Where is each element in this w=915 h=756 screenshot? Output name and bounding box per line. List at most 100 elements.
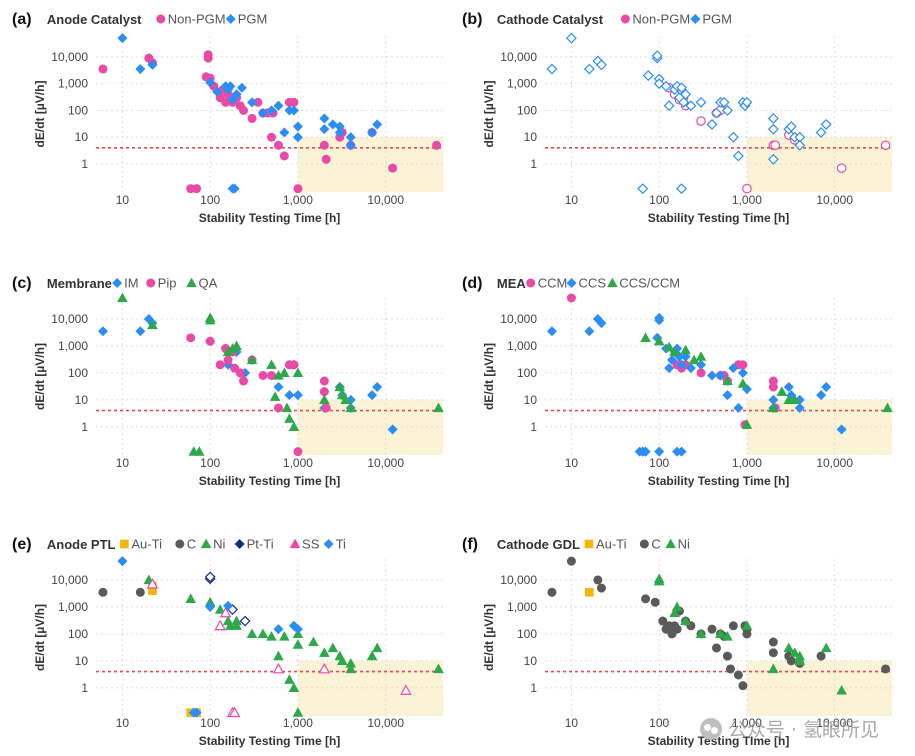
- data-point-non-pgm: [836, 163, 847, 173]
- data-point-ni: [794, 650, 806, 661]
- data-point-ni: [246, 628, 258, 639]
- data-point-im: [372, 381, 383, 393]
- data-point-ccs: [733, 402, 744, 413]
- data-point-ni: [292, 639, 304, 649]
- series-au-ti: [585, 587, 594, 597]
- y-tick-label: 1: [81, 157, 88, 171]
- data-point-ni: [741, 620, 753, 630]
- data-point-ni: [185, 593, 197, 603]
- data-point-ccm: [696, 368, 706, 378]
- data-point-pip: [293, 447, 303, 457]
- x-tick-label: 10: [565, 193, 579, 207]
- x-tick-label: 100: [200, 716, 220, 730]
- panel-anode-ptl: 10 100 1,000 10,000 1 10 100 1,000 10,000 dE/dt […: [12, 536, 444, 748]
- data-point-ni: [671, 601, 683, 612]
- data-point-pgm: [231, 89, 242, 100]
- data-point-ni: [273, 650, 284, 661]
- data-point-ccs-ccm: [680, 344, 691, 355]
- data-point-ti: [288, 620, 299, 631]
- data-point-qa: [266, 359, 277, 369]
- data-point-ni: [695, 628, 707, 639]
- data-point-ccs-ccm: [653, 335, 665, 346]
- data-point-pgm: [288, 105, 299, 116]
- data-point-qa: [231, 340, 242, 351]
- y-tick-label: 10,000: [500, 50, 537, 64]
- stable-region: [297, 660, 443, 716]
- data-point-qa: [147, 319, 158, 330]
- data-point-pgm: [676, 183, 688, 195]
- legend-marker-au-ti: [120, 539, 129, 549]
- y-axis-label: dE/dt [µV/h]: [33, 81, 47, 148]
- legend-marker-c: [175, 539, 185, 549]
- x-axis-label: Stability Testing Time [h]: [648, 474, 790, 488]
- data-point-pgm: [651, 50, 663, 62]
- data-point-pgm: [319, 124, 330, 135]
- data-point-pgm: [292, 132, 303, 143]
- data-point-ccs: [728, 363, 739, 374]
- y-axis-label: dE/dt [µV/h]: [33, 343, 47, 410]
- data-point-non-pgm: [319, 140, 329, 150]
- data-point-ccs: [654, 446, 665, 457]
- data-point-c: [641, 594, 651, 604]
- data-point-pgm: [741, 96, 753, 108]
- legend-marker-au-ti: [584, 539, 594, 549]
- y-axis-label: dE/dt [µV/h]: [33, 604, 47, 671]
- legend-label-au-ti: Au-Ti: [596, 537, 627, 552]
- legend-marker-ccs: [566, 277, 577, 289]
- data-point-qa: [284, 413, 295, 423]
- data-point-non-pgm: [273, 140, 283, 150]
- data-point-pgm: [334, 127, 345, 138]
- y-tick-label: 1,000: [507, 339, 537, 353]
- panel-letter: (e): [12, 536, 32, 553]
- panel-letter: (a): [12, 11, 32, 28]
- data-point-c: [650, 597, 660, 607]
- y-tick-label: 10,000: [51, 312, 88, 326]
- x-tick-label: 1,000: [283, 716, 313, 730]
- legend-label-ni: Ni: [678, 537, 690, 552]
- x-tick-label: 100: [649, 716, 669, 730]
- x-tick-label: 100: [200, 456, 220, 470]
- data-point-ni: [789, 647, 800, 657]
- legend-marker-pgm: [690, 13, 701, 25]
- x-tick-label: 10: [116, 193, 130, 207]
- data-point-pt-ti: [204, 571, 216, 583]
- data-point-c: [733, 670, 743, 680]
- panel-title: Cathode Catalyst: [497, 12, 604, 27]
- legend-label-ss: SS: [302, 537, 320, 552]
- data-point-ss: [146, 578, 159, 589]
- x-tick-label: 1,000: [732, 456, 762, 470]
- data-point-c: [768, 648, 778, 658]
- data-point-pgm: [663, 100, 675, 112]
- y-tick-label: 10: [75, 654, 89, 668]
- legend-marker-ss: [289, 538, 301, 549]
- data-point-pgm: [327, 119, 338, 130]
- watermark: 公众号 · 氢眼所见: [699, 715, 879, 742]
- y-tick-label: 100: [68, 103, 88, 117]
- data-point-ss: [272, 662, 285, 674]
- data-point-ni: [836, 685, 847, 695]
- data-point-pgm: [794, 139, 806, 151]
- legend-label-ni: Ni: [213, 537, 225, 552]
- data-point-pip: [321, 403, 331, 413]
- data-point-c: [98, 587, 108, 597]
- x-tick-label: 10,000: [367, 193, 404, 207]
- data-point-qa: [288, 421, 300, 431]
- legend-label-pip: Pip: [158, 276, 177, 291]
- x-tick-label: 1,000: [732, 193, 762, 207]
- data-point-non-pgm: [742, 183, 752, 194]
- data-point-non-pgm: [770, 140, 781, 151]
- panel-title: Anode PTL: [47, 537, 116, 552]
- data-point-qa: [292, 367, 304, 378]
- data-point-ss: [214, 619, 226, 631]
- panel-title: Anode Catalyst: [47, 12, 142, 27]
- data-point-ti: [273, 624, 284, 635]
- y-tick-label: 1: [81, 420, 88, 434]
- data-point-non-pgm: [192, 184, 202, 194]
- data-point-pgm: [637, 183, 649, 195]
- legend-marker-pt-ti: [234, 538, 245, 550]
- data-point-ni: [308, 636, 319, 647]
- legend-marker-qa: [186, 277, 197, 288]
- data-point-pgm: [236, 82, 247, 93]
- data-point-ccs: [783, 381, 794, 393]
- data-point-non-pgm: [293, 184, 303, 194]
